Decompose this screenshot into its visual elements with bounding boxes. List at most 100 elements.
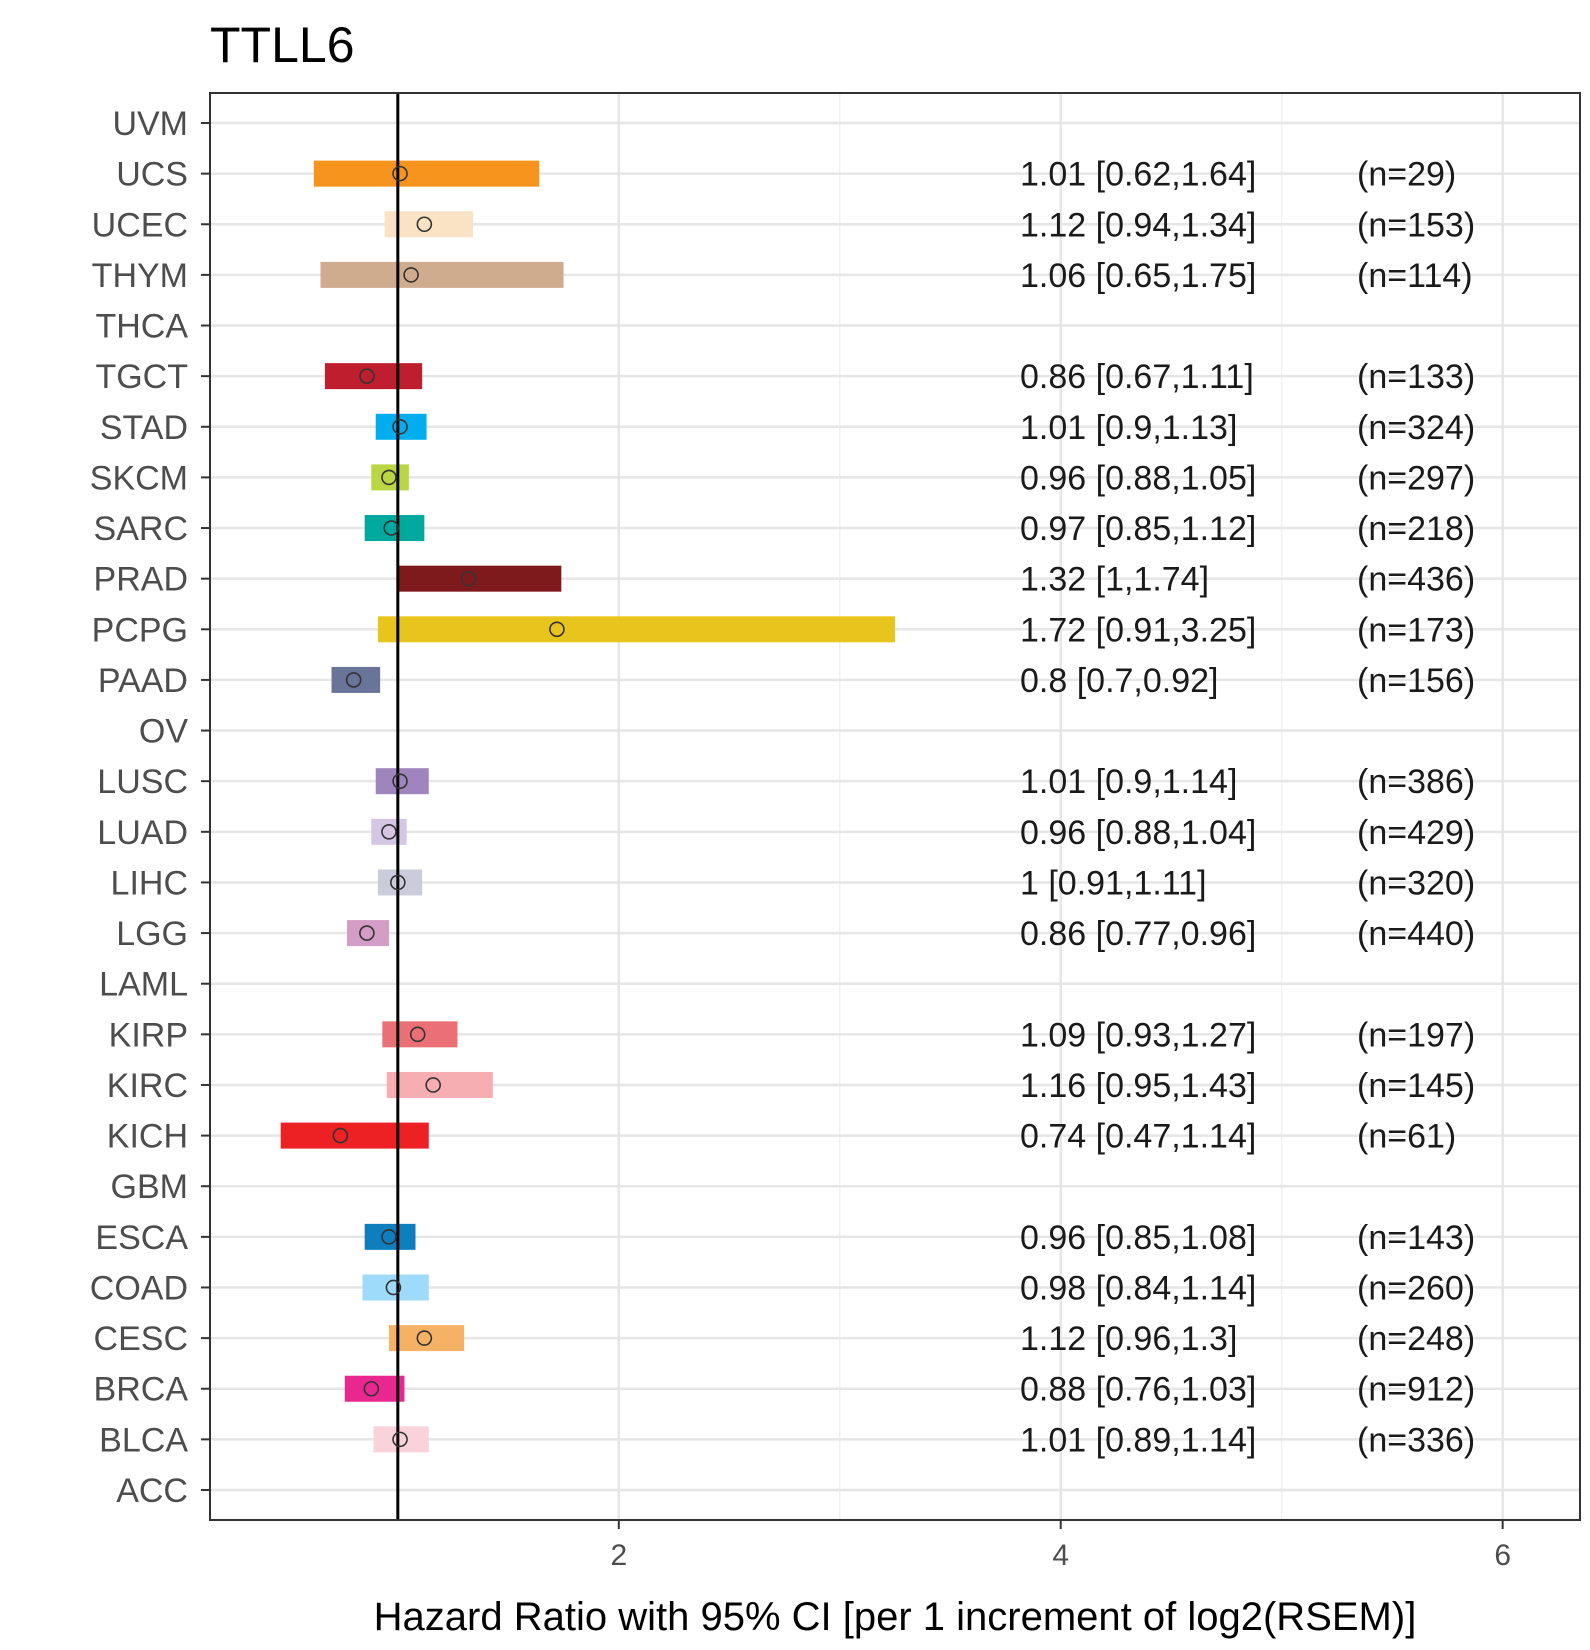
sample-size-label: (n=114) xyxy=(1357,257,1473,295)
x-axis: 2 4 6 xyxy=(610,1520,1511,1572)
hr-ci-label: 1 [0.91,1.11] xyxy=(1020,864,1207,902)
sample-size-label: (n=260) xyxy=(1357,1269,1475,1307)
sample-size-label: (n=145) xyxy=(1357,1067,1475,1105)
hr-ci-label: 1.01 [0.9,1.13] xyxy=(1020,409,1237,447)
hr-ci-label: 1.06 [0.65,1.75] xyxy=(1020,257,1256,295)
x-tick-label: 4 xyxy=(1052,1539,1069,1572)
y-tick-label: BRCA xyxy=(94,1371,189,1409)
y-tick-label: KIRC xyxy=(107,1067,188,1105)
y-tick-label: PRAD xyxy=(94,561,188,599)
sample-size-label: (n=197) xyxy=(1357,1016,1475,1054)
hr-point xyxy=(425,1077,441,1093)
hr-points xyxy=(332,165,565,1448)
hr-ci-label: 0.86 [0.67,1.11] xyxy=(1020,358,1254,396)
y-tick-label: LUAD xyxy=(97,814,188,852)
hr-point xyxy=(385,1279,402,1296)
hr-ci-label: 0.8 [0.7,0.92] xyxy=(1020,662,1219,700)
hr-point xyxy=(363,1380,380,1397)
hr-point xyxy=(549,621,565,638)
y-tick-label: SARC xyxy=(94,510,188,548)
hr-point xyxy=(381,824,397,840)
x-tick-label: 6 xyxy=(1494,1539,1511,1572)
hr-point xyxy=(392,1431,408,1448)
ci-bar xyxy=(347,920,389,947)
y-tick-label: CESC xyxy=(94,1320,188,1358)
hr-point xyxy=(416,1330,433,1346)
hr-point xyxy=(381,469,397,486)
hr-point xyxy=(390,874,406,891)
hr-ci-label: 1.01 [0.89,1.14] xyxy=(1020,1421,1256,1459)
ci-bar xyxy=(397,565,562,592)
hr-point xyxy=(392,418,408,435)
hr-ci-label: 0.88 [0.76,1.03] xyxy=(1020,1371,1256,1409)
y-tick-label: LAML xyxy=(99,966,188,1004)
ci-bar xyxy=(382,1021,458,1048)
sample-size-label: (n=29) xyxy=(1357,156,1456,194)
ci-bar xyxy=(320,261,564,288)
y-tick-label: BLCA xyxy=(99,1421,188,1459)
hr-point xyxy=(392,165,408,182)
hr-point xyxy=(332,1127,349,1144)
y-tick-label: KICH xyxy=(107,1118,188,1156)
y-tick-label: TGCT xyxy=(95,358,188,396)
y-tick-label: ACC xyxy=(116,1472,188,1510)
sample-size-label: (n=133) xyxy=(1357,358,1475,396)
hr-point xyxy=(359,368,375,384)
sample-size-label: (n=143) xyxy=(1357,1219,1475,1257)
y-tick-label: PCPG xyxy=(92,611,188,649)
sample-size-label: (n=156) xyxy=(1357,662,1475,700)
y-tick-label: PAAD xyxy=(98,662,188,700)
chart-title: TTLL6 xyxy=(210,17,355,73)
y-tick-label: GBM xyxy=(111,1168,188,1206)
hr-point xyxy=(381,1229,397,1245)
hr-ci-label: 0.96 [0.85,1.08] xyxy=(1020,1219,1256,1257)
sample-size-label: (n=173) xyxy=(1357,611,1475,649)
ci-bar xyxy=(371,464,409,491)
ci-bar xyxy=(280,1122,429,1149)
ci-bar xyxy=(375,768,429,795)
sample-size-label: (n=436) xyxy=(1357,561,1475,599)
hr-point xyxy=(345,672,362,688)
hr-ci-label: 1.09 [0.93,1.27] xyxy=(1020,1016,1256,1054)
hr-ci-label: 0.98 [0.84,1.14] xyxy=(1020,1269,1256,1307)
sample-size-label: (n=429) xyxy=(1357,814,1475,852)
ci-bar xyxy=(331,666,381,693)
hr-ci-label: 1.12 [0.94,1.34] xyxy=(1020,206,1256,244)
ci-bar xyxy=(344,1375,405,1402)
hr-ci-label: 0.96 [0.88,1.05] xyxy=(1020,459,1256,497)
hr-ci-label: 0.96 [0.88,1.04] xyxy=(1020,814,1256,852)
panel-border xyxy=(209,92,1581,1521)
hr-ci-label: 0.74 [0.47,1.14] xyxy=(1020,1118,1256,1156)
hr-ci-label: 1.01 [0.62,1.64] xyxy=(1020,156,1256,194)
y-tick-label: THCA xyxy=(95,308,188,346)
ci-bar xyxy=(313,160,540,187)
y-tick-label: LIHC xyxy=(111,864,188,902)
sample-size-label: (n=386) xyxy=(1357,763,1475,801)
ci-bar xyxy=(388,1325,465,1352)
sample-size-label: (n=336) xyxy=(1357,1421,1475,1459)
hr-point xyxy=(403,267,419,283)
y-tick-label: ESCA xyxy=(95,1219,188,1257)
sample-size-label: (n=248) xyxy=(1357,1320,1475,1358)
ci-bar xyxy=(373,1426,429,1453)
ci-bar xyxy=(364,515,425,542)
y-tick-label: THYM xyxy=(92,257,188,295)
hr-point xyxy=(460,570,477,587)
y-tick-label: UCS xyxy=(116,156,188,194)
y-axis: UVM UCS UCEC THYM THCA TGCT STAD SKCM SARC PRAD PC… xyxy=(90,105,210,1510)
y-tick-label: STAD xyxy=(100,409,188,447)
ci-bar xyxy=(362,1274,429,1301)
hr-point xyxy=(359,925,375,941)
hr-ci-label: 1.72 [0.91,3.25] xyxy=(1020,611,1256,649)
hr-ci-label: 0.97 [0.85,1.12] xyxy=(1020,510,1256,548)
ci-bars xyxy=(280,160,895,1453)
x-tick-label: 2 xyxy=(610,1539,627,1572)
hr-ci-label: 1.32 [1,1.74] xyxy=(1020,561,1209,599)
y-tick-label: UVM xyxy=(112,105,188,143)
y-tick-label: SKCM xyxy=(90,459,188,497)
y-tick-label: KIRP xyxy=(109,1016,188,1054)
hr-ci-label: 0.86 [0.77,0.96] xyxy=(1020,915,1256,953)
annotations: 1.01 [0.62,1.64] (n=29) 1.12 [0.94,1.34] (n… xyxy=(1020,156,1475,1460)
hr-ci-label: 1.01 [0.9,1.14] xyxy=(1020,763,1237,801)
